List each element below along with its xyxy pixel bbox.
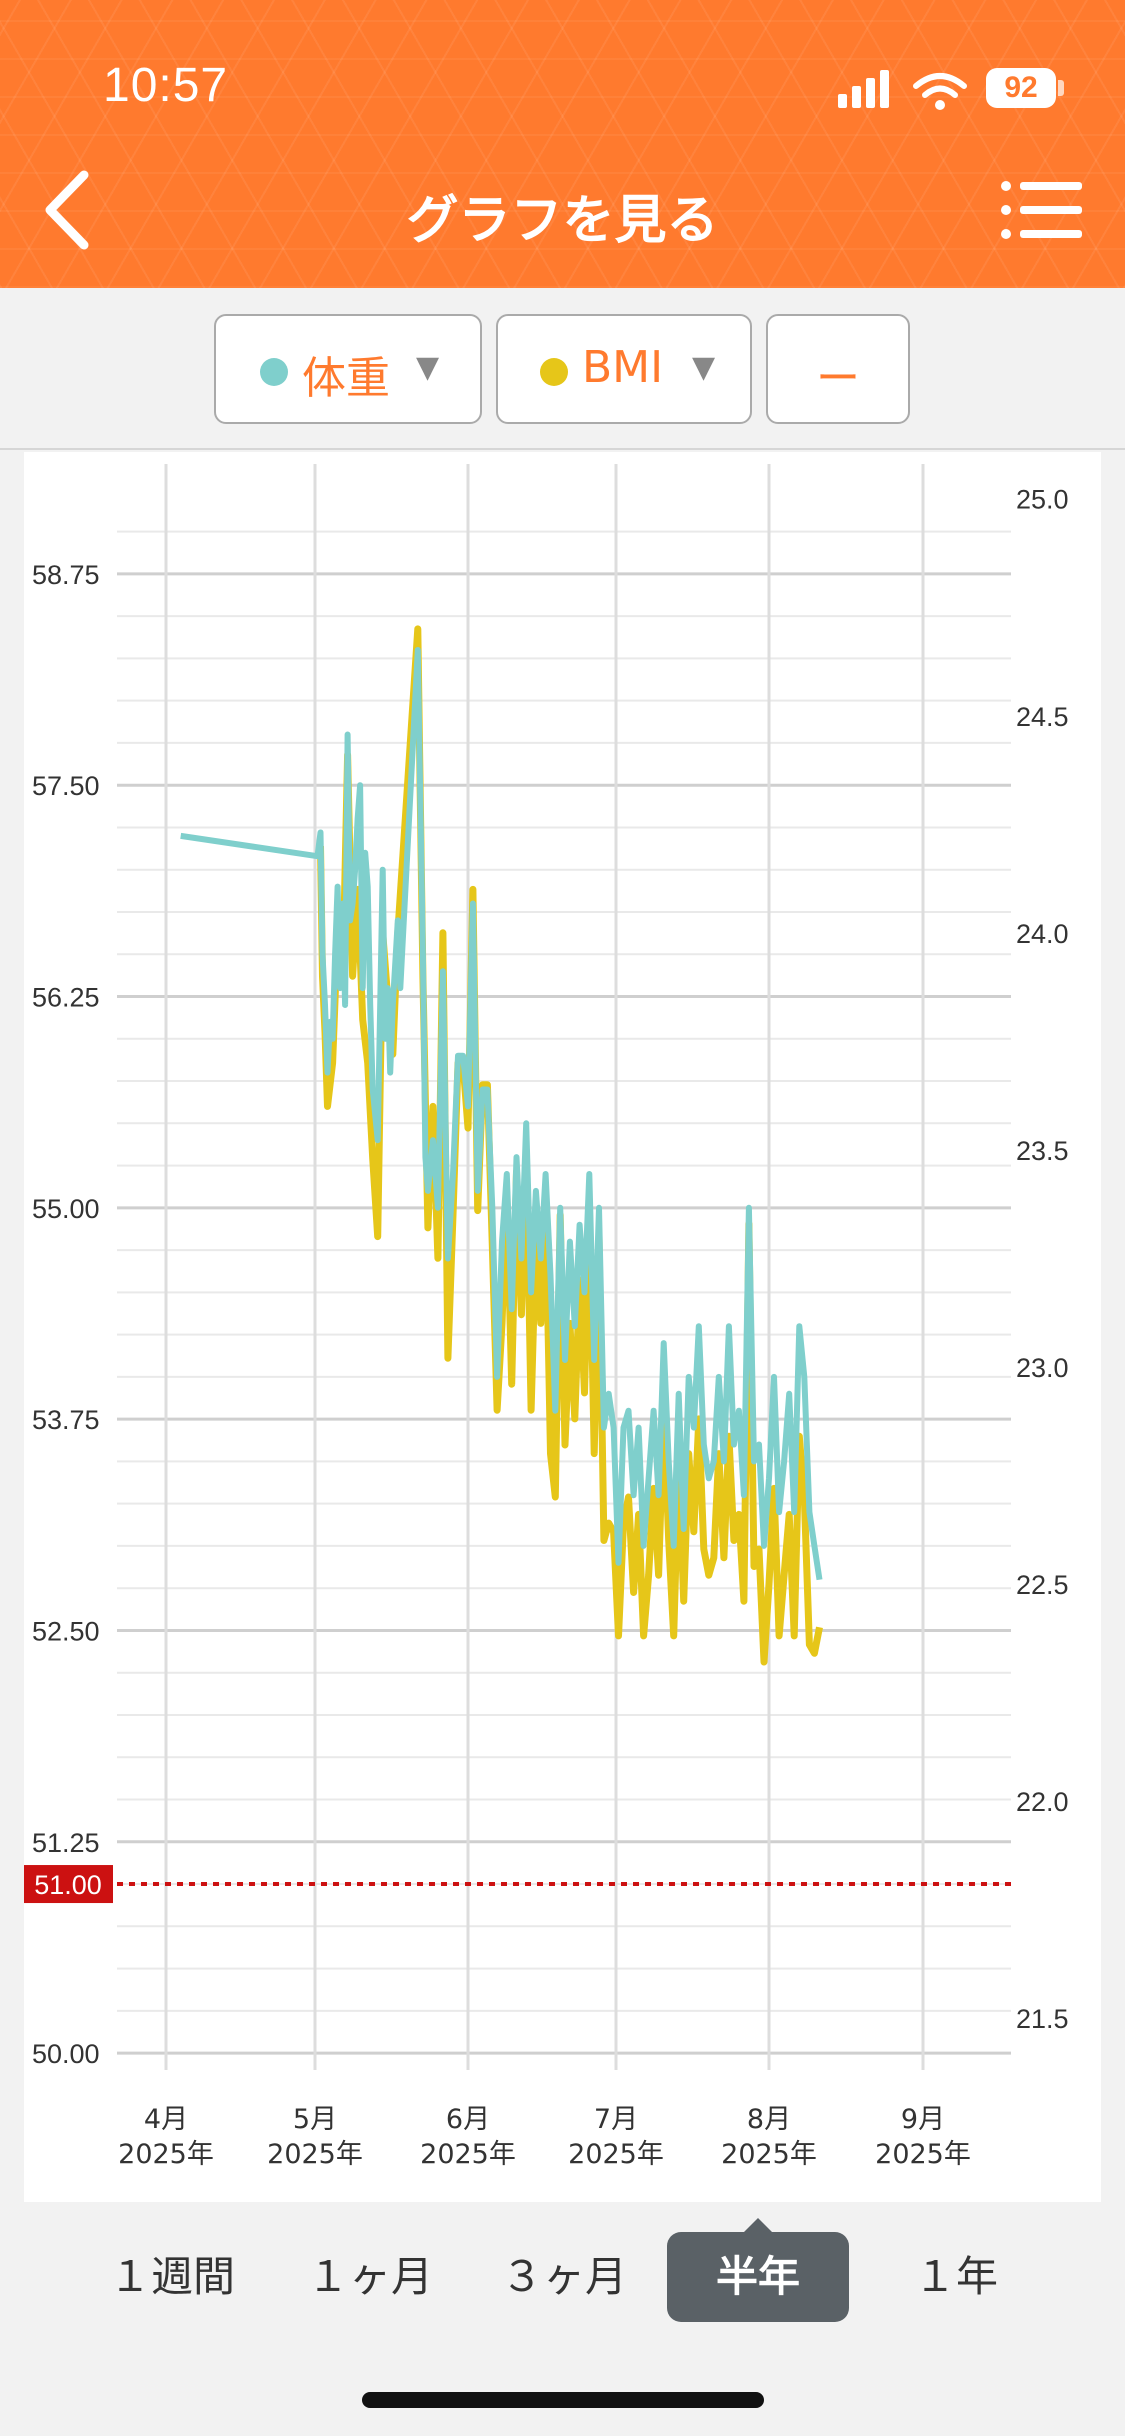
tab-1-year[interactable]: １年 <box>913 2252 998 2301</box>
status-icons: 92 <box>838 64 1068 114</box>
chart-area[interactable]: 50.00 51.25 52.50 53.75 55.00 56.25 57.50 58.75… <box>24 452 1101 2202</box>
weight-color-dot <box>260 358 288 386</box>
page-title: グラフを見る <box>406 191 719 251</box>
y-left-tick-label: 57.50 <box>32 771 100 801</box>
x-tick-year: 2025年 <box>267 2139 363 2170</box>
bmi-dropdown[interactable]: BMI ▼ <box>496 314 752 424</box>
tab-half-year-label: 半年 <box>715 2252 800 2301</box>
bmi-dropdown-label: BMI <box>582 342 664 393</box>
list-menu-icon <box>1001 181 1082 239</box>
y-right-tick-label: 24.5 <box>1016 702 1069 732</box>
active-tab-pointer <box>740 2218 776 2236</box>
y-right-tick-label: 24.0 <box>1016 919 1069 949</box>
third-series-dropdown[interactable]: ー <box>766 314 910 424</box>
menu-button[interactable] <box>1000 180 1084 240</box>
y-right-tick-label: 23.0 <box>1016 1353 1069 1383</box>
caret-down-icon: ▼ <box>416 350 440 385</box>
y-left-tick-label: 55.00 <box>32 1194 100 1224</box>
y-left-tick-label: 50.00 <box>32 2039 100 2069</box>
x-tick-month: 5月 <box>293 2104 337 2135</box>
y-right-tick-label: 23.5 <box>1016 1136 1069 1166</box>
chevron-left-icon <box>45 170 89 250</box>
target-badge <box>24 1865 113 1904</box>
tab-1-month[interactable]: １ヶ月 <box>306 2252 433 2301</box>
y-left-tick-label: 51.25 <box>32 1828 100 1858</box>
range-tabs: １週間 １ヶ月 ３ヶ月 半年 １年 <box>0 2218 1125 2342</box>
y-right-tick-label: 22.5 <box>1016 1570 1069 1600</box>
y-right-tick-label: 21.5 <box>1016 2004 1069 2034</box>
bmi-color-dot <box>540 358 568 386</box>
y-left-tick-label: 58.75 <box>32 560 100 590</box>
y-right-tick-label: 22.0 <box>1016 1787 1069 1817</box>
caret-down-icon: ▼ <box>692 350 716 385</box>
x-tick-month: 9月 <box>901 2104 945 2135</box>
x-tick-month: 4月 <box>144 2104 188 2135</box>
third-series-label: ー <box>816 353 860 404</box>
battery-icon <box>1058 80 1064 96</box>
signal-wifi-icons <box>838 70 967 110</box>
tab-3-months[interactable]: ３ヶ月 <box>500 2252 627 2301</box>
home-indicator <box>362 2392 764 2408</box>
y-right-tick-label: 25.0 <box>1016 485 1069 515</box>
x-tick-month: 7月 <box>594 2104 638 2135</box>
x-tick-month: 8月 <box>747 2104 791 2135</box>
battery-level: 92 <box>986 68 1056 108</box>
cellular-signal-icon <box>838 70 889 108</box>
x-tick-year: 2025年 <box>568 2139 664 2170</box>
status-time: 10:57 <box>103 59 229 112</box>
x-tick-year: 2025年 <box>420 2139 516 2170</box>
y-left-tick-label: 52.50 <box>32 1616 100 1646</box>
y-left-tick-label: 53.75 <box>32 1405 100 1435</box>
app-header: 10:57 92 グラフを見る <box>0 0 1125 288</box>
weight-series-line <box>180 647 823 1581</box>
x-tick-year: 2025年 <box>118 2139 214 2170</box>
x-tick-year: 2025年 <box>875 2139 971 2170</box>
back-button[interactable] <box>38 165 98 255</box>
graph-toolbar: 体重 ▼ BMI ▼ ー <box>0 288 1125 450</box>
weight-bmi-chart: 50.00 51.25 52.50 53.75 55.00 56.25 57.50 58.75… <box>24 464 1069 2170</box>
weight-dropdown-label: 体重 <box>302 353 390 404</box>
tab-1-week[interactable]: １週間 <box>108 2252 235 2301</box>
x-tick-month: 6月 <box>446 2104 490 2135</box>
target-value-label: 51.00 <box>34 1870 102 1900</box>
y-left-tick-label: 56.25 <box>32 983 100 1013</box>
x-tick-year: 2025年 <box>721 2139 817 2170</box>
wifi-icon <box>913 73 967 98</box>
weight-dropdown[interactable]: 体重 ▼ <box>214 314 482 424</box>
tab-half-year[interactable]: 半年 <box>667 2218 849 2322</box>
